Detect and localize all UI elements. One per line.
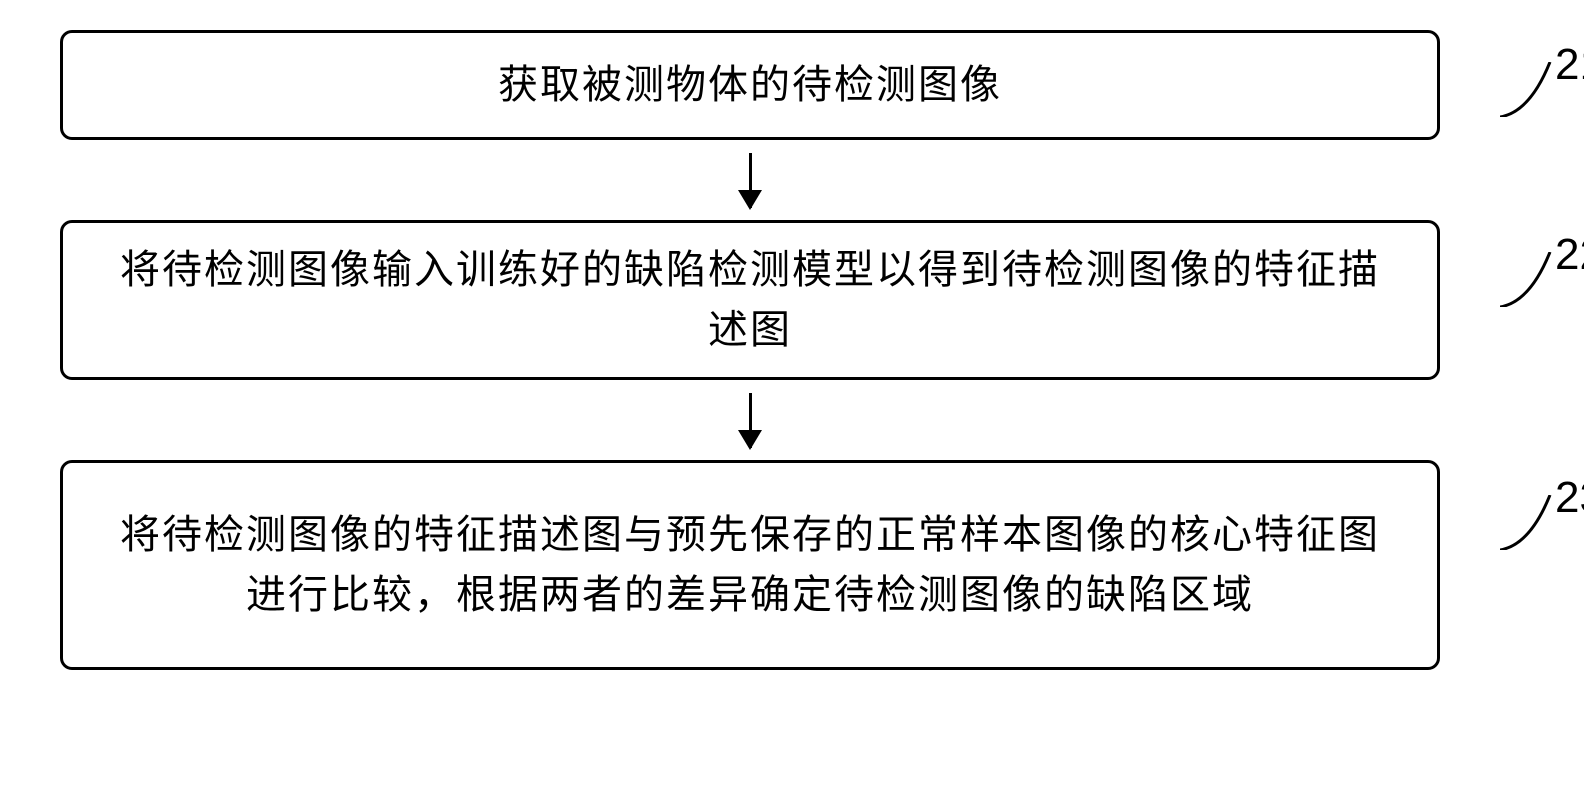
arrow-icon xyxy=(749,393,752,448)
step-2-label: 220 xyxy=(1555,230,1584,280)
label-connector-3 xyxy=(1500,495,1560,550)
step-3-label: 230 xyxy=(1555,473,1584,523)
step-1-label: 210 xyxy=(1555,40,1584,90)
arrow-icon xyxy=(749,153,752,208)
label-connector-1 xyxy=(1500,62,1560,117)
step-3-text: 将待检测图像的特征描述图与预先保存的正常样本图像的核心特征图进行比较，根据两者的… xyxy=(103,505,1397,625)
arrow-1-to-2 xyxy=(60,140,1440,220)
flowchart-step-3: 将待检测图像的特征描述图与预先保存的正常样本图像的核心特征图进行比较，根据两者的… xyxy=(60,460,1440,670)
step-1-text: 获取被测物体的待检测图像 xyxy=(498,55,1002,115)
step-2-text: 将待检测图像输入训练好的缺陷检测模型以得到待检测图像的特征描述图 xyxy=(103,240,1397,360)
flowchart-step-1: 获取被测物体的待检测图像 xyxy=(60,30,1440,140)
flowchart-container: 获取被测物体的待检测图像 210 将待检测图像输入训练好的缺陷检测模型以得到待检… xyxy=(60,30,1490,670)
flowchart-step-2: 将待检测图像输入训练好的缺陷检测模型以得到待检测图像的特征描述图 xyxy=(60,220,1440,380)
arrow-2-to-3 xyxy=(60,380,1440,460)
label-connector-2 xyxy=(1500,252,1560,307)
